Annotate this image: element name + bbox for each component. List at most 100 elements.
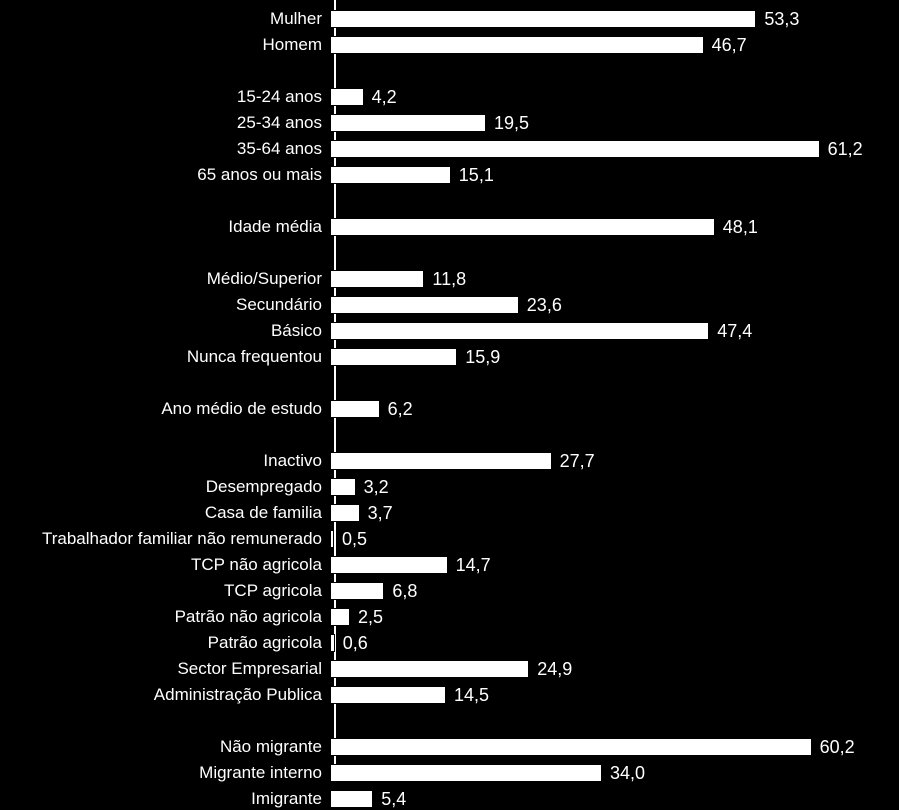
chart-row: Básico 47,4	[0, 320, 899, 342]
row-label: TCP agricola	[0, 581, 330, 601]
row-label: Inactivo	[0, 451, 330, 471]
bar	[330, 270, 424, 288]
bar-area: 15,9	[330, 346, 899, 368]
row-label: Trabalhador familiar não remunerado	[0, 529, 330, 549]
row-label: 65 anos ou mais	[0, 165, 330, 185]
value-label: 61,2	[828, 139, 863, 160]
bar	[330, 36, 704, 54]
row-label: Nunca frequentou	[0, 347, 330, 367]
chart-row: Idade média 48,1	[0, 216, 899, 238]
value-label: 14,7	[456, 555, 491, 576]
bar	[330, 608, 350, 626]
row-label: Imigrante	[0, 789, 330, 809]
bar-area: 2,5	[330, 606, 899, 628]
bar-area: 4,2	[330, 86, 899, 108]
chart-row: Desempregado 3,2	[0, 476, 899, 498]
row-label: Secundário	[0, 295, 330, 315]
bar-area: 0,5	[330, 528, 899, 550]
bar	[330, 686, 446, 704]
value-label: 23,6	[527, 295, 562, 316]
row-label: 35-64 anos	[0, 139, 330, 159]
chart-row: Inactivo 27,7	[0, 450, 899, 472]
chart-row: 25-34 anos19,5	[0, 112, 899, 134]
chart-row: Médio/Superior 11,8	[0, 268, 899, 290]
row-label: Não migrante	[0, 737, 330, 757]
row-label: Desempregado	[0, 477, 330, 497]
value-label: 14,5	[454, 685, 489, 706]
chart-row: Trabalhador familiar não remunerado0,5	[0, 528, 899, 550]
chart-row: Homem46,7	[0, 34, 899, 56]
value-label: 15,1	[459, 165, 494, 186]
value-label: 11,8	[432, 269, 466, 290]
chart-row: Secundário 23,6	[0, 294, 899, 316]
chart-row: 35-64 anos 61,2	[0, 138, 899, 160]
chart-row: Casa de familia3,7	[0, 502, 899, 524]
chart-row: Sector Empresarial 24,9	[0, 658, 899, 680]
row-label: 25-34 anos	[0, 113, 330, 133]
bar	[330, 452, 552, 470]
row-label: Homem	[0, 35, 330, 55]
chart-row: Ano médio de estudo 6,2	[0, 398, 899, 420]
bar-area: 3,7	[330, 502, 899, 524]
bar	[330, 218, 715, 236]
bar	[330, 114, 486, 132]
row-label: Patrão agricola	[0, 633, 330, 653]
bar-area: 27,7	[330, 450, 899, 472]
bar-area: 47,4	[330, 320, 899, 342]
bar-area: 24,9	[330, 658, 899, 680]
bar-area: 19,5	[330, 112, 899, 134]
value-label: 34,0	[610, 763, 645, 784]
bar	[330, 88, 364, 106]
bar	[330, 504, 360, 522]
bar	[330, 166, 451, 184]
bar	[330, 790, 373, 808]
bar-area: 53,3	[330, 8, 899, 30]
row-label: Migrante interno	[0, 763, 330, 783]
value-label: 24,9	[537, 659, 572, 680]
bar	[330, 660, 529, 678]
value-label: 2,5	[358, 607, 383, 628]
horizontal-bar-chart: Mulher 53,3 Homem46,7 15-24 anos 4,2 25-34 an…	[0, 0, 899, 779]
value-label: 5,4	[381, 789, 406, 810]
bar	[330, 400, 380, 418]
row-label: Básico	[0, 321, 330, 341]
row-label: Sector Empresarial	[0, 659, 330, 679]
bar-area: 14,7	[330, 554, 899, 576]
value-label: 0,6	[343, 633, 368, 654]
row-label: Mulher	[0, 9, 330, 29]
bar-area: 6,8	[330, 580, 899, 602]
value-label: 6,8	[392, 581, 417, 602]
value-label: 27,7	[560, 451, 595, 472]
bar	[330, 530, 334, 548]
value-label: 3,7	[368, 503, 393, 524]
chart-row: Administração Publica14,5	[0, 684, 899, 706]
bar-area: 0,6	[330, 632, 899, 654]
bar	[330, 764, 602, 782]
value-label: 6,2	[388, 399, 413, 420]
bar-area: 15,1	[330, 164, 899, 186]
chart-row: Migrante interno 34,0	[0, 762, 899, 784]
bar-area: 6,2	[330, 398, 899, 420]
chart-row: 15-24 anos 4,2	[0, 86, 899, 108]
bar	[330, 582, 384, 600]
row-label: Ano médio de estudo	[0, 399, 330, 419]
row-label: Idade média	[0, 217, 330, 237]
bar	[330, 348, 457, 366]
row-label: Patrão não agricola	[0, 607, 330, 627]
bar-area: 23,6	[330, 294, 899, 316]
value-label: 4,2	[372, 87, 397, 108]
value-label: 3,2	[364, 477, 389, 498]
bar	[330, 296, 519, 314]
chart-row: Imigrante 5,4	[0, 788, 899, 810]
row-label: TCP não agricola	[0, 555, 330, 575]
row-label: Médio/Superior	[0, 269, 330, 289]
value-label: 48,1	[723, 217, 758, 238]
row-label: 15-24 anos	[0, 87, 330, 107]
bar	[330, 738, 812, 756]
bar-area: 46,7	[330, 34, 899, 56]
value-label: 53,3	[764, 9, 799, 30]
chart-row: TCP agricola 6,8	[0, 580, 899, 602]
bar-area: 14,5	[330, 684, 899, 706]
chart-row: TCP não agricola 14,7	[0, 554, 899, 576]
value-label: 47,4	[717, 321, 752, 342]
